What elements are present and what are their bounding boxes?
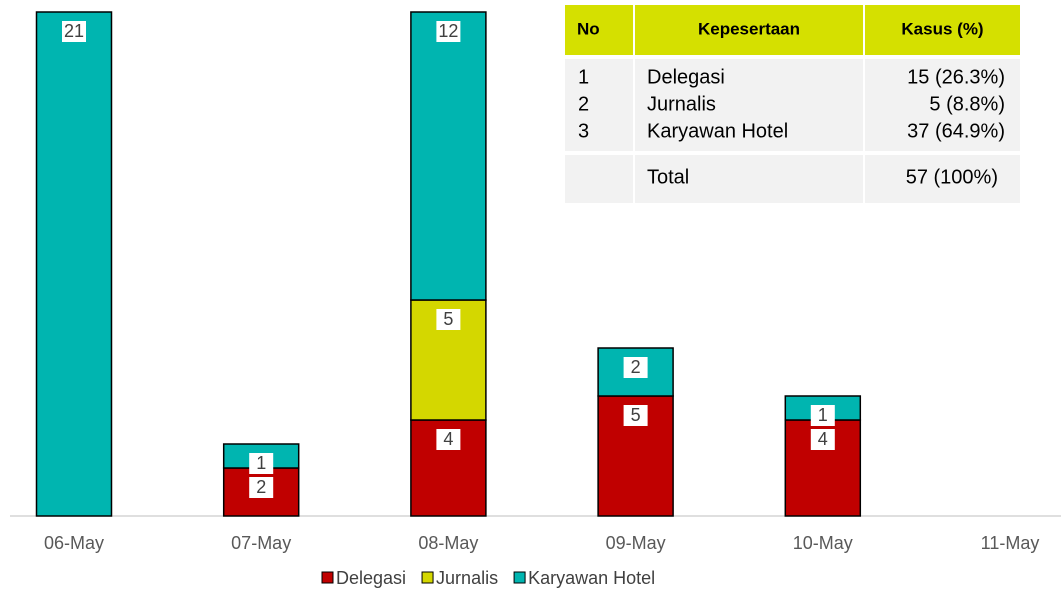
bar-segment xyxy=(410,11,487,301)
table-total-cell xyxy=(565,155,633,203)
legend-label: Jurnalis xyxy=(436,568,498,588)
data-label: 1 xyxy=(818,405,828,425)
data-label-box xyxy=(810,405,835,426)
legend-swatch xyxy=(421,571,434,584)
table-total-label: Total xyxy=(647,166,689,188)
data-label-box xyxy=(436,21,461,42)
table-cell: 1 xyxy=(578,66,589,88)
table-header: Kasus (%) xyxy=(901,19,983,38)
table-header: Kepesertaan xyxy=(698,19,800,38)
legend-swatch xyxy=(321,571,334,584)
data-label-box xyxy=(436,429,461,450)
x-tick-label: 11-May xyxy=(981,533,1040,553)
x-tick-label: 07-May xyxy=(231,533,291,553)
data-label: 4 xyxy=(443,429,453,449)
data-label-box xyxy=(810,429,835,450)
data-label: 12 xyxy=(438,21,458,41)
table-cell: 37 (64.9%) xyxy=(907,120,1005,142)
table-header-cell xyxy=(865,5,1020,55)
table-body-cell xyxy=(865,59,1020,151)
table-body-cell xyxy=(635,59,863,151)
data-label: 5 xyxy=(631,405,641,425)
table-cell: Jurnalis xyxy=(647,93,716,115)
x-tick-label: 10-May xyxy=(793,533,853,553)
table-header-cell xyxy=(565,5,633,55)
data-label-box xyxy=(623,357,648,378)
data-label: 2 xyxy=(256,477,266,497)
data-label: 2 xyxy=(631,357,641,377)
table-header-cell xyxy=(635,5,863,55)
data-label-box xyxy=(623,405,648,426)
data-label-box xyxy=(62,21,86,42)
table-total-cell xyxy=(635,155,863,203)
x-tick-label: 08-May xyxy=(418,533,478,553)
table-cell: 5 (8.8%) xyxy=(929,93,1005,115)
table-total-cell xyxy=(865,155,1020,203)
bar-segment xyxy=(35,11,113,517)
table-header: No xyxy=(577,19,600,38)
table-cell: 2 xyxy=(578,93,589,115)
x-tick-label: 06-May xyxy=(44,533,104,553)
data-label-box xyxy=(249,453,274,474)
legend-label: Delegasi xyxy=(336,568,406,588)
data-label: 5 xyxy=(443,309,453,329)
table-cell: Delegasi xyxy=(647,66,725,88)
table-cell: 3 xyxy=(578,120,589,142)
legend-swatch xyxy=(513,571,526,584)
x-tick-label: 09-May xyxy=(606,533,666,553)
legend-label: Karyawan Hotel xyxy=(528,568,655,588)
data-label: 21 xyxy=(64,21,84,41)
table-body-cell xyxy=(565,59,633,151)
data-label: 1 xyxy=(256,453,266,473)
data-label: 4 xyxy=(818,429,828,449)
table-cell: Karyawan Hotel xyxy=(647,120,788,142)
data-label-box xyxy=(436,309,461,330)
table-cell: 15 (26.3%) xyxy=(907,66,1005,88)
data-label-box xyxy=(249,477,274,498)
table-total-value: 57 (100%) xyxy=(906,166,998,188)
